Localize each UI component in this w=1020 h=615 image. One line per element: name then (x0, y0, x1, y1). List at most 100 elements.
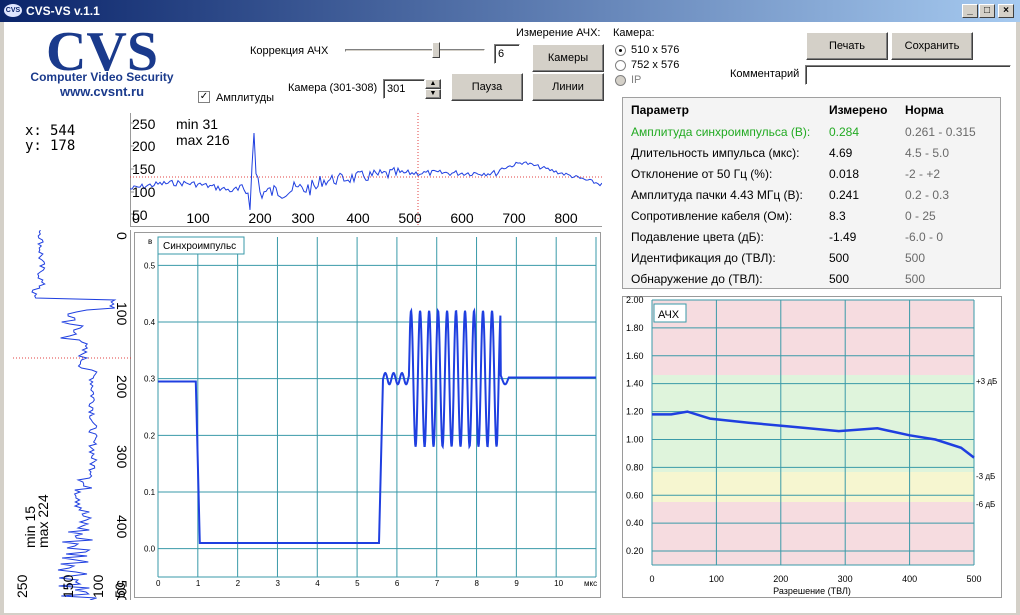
hprof-y-tick: 250 (132, 116, 156, 132)
sync-x-tick: 1 (196, 579, 201, 588)
row-norm: 500 (905, 272, 926, 286)
afc-x-tick: 500 (966, 574, 981, 584)
title-bar[interactable]: CVS CVS-VS v.1.1 _ □ × (0, 0, 1020, 22)
sync-y-unit: в (148, 237, 152, 246)
sync-y-tick: 0.0 (144, 545, 156, 554)
afc-correction-value[interactable]: 6 (494, 44, 520, 64)
mode-752-label: 752 x 576 (631, 59, 680, 71)
afc-db-label: -6 дБ (976, 500, 995, 509)
hprof-x-tick: 600 (450, 210, 474, 226)
row-param: Идентификация до (ТВЛ): (631, 251, 776, 265)
pause-button[interactable]: Пауза (451, 73, 523, 101)
afc-grid (651, 299, 975, 566)
sync-pulse-trace (158, 307, 596, 544)
row-measured: 0.241 (829, 188, 860, 202)
row-param: Амплитуда синхроимпульса (В): (631, 125, 811, 139)
sync-x-tick: 6 (395, 579, 400, 588)
vertical-profile-plot[interactable]: 0 100 200 300 400 500 min 15 max 224 250… (13, 230, 131, 600)
cameras-button[interactable]: Камеры (532, 44, 604, 72)
sync-x-tick: 5 (355, 579, 360, 588)
row-norm: -6.0 - 0 (905, 230, 944, 244)
mode-ip-radio[interactable] (615, 75, 626, 86)
sync-pulse-plot[interactable]: Синхроимпульс в 0.5 0.4 0.3 0.2 0.1 0.0 0 1 2 3 4… (134, 232, 601, 598)
camera-input[interactable]: 301 (383, 79, 425, 99)
hprof-x-tick: 400 (346, 210, 370, 226)
afc-x-tick: 300 (838, 574, 853, 584)
hprof-x-tick: 700 (502, 210, 526, 226)
sync-title: Синхроимпульс (163, 241, 236, 252)
close-button[interactable]: × (998, 4, 1014, 18)
afc-x-label: Разрешение (ТВЛ) (773, 586, 851, 596)
cursor-x-label: x: (25, 123, 42, 139)
sync-x-tick: 0 (156, 579, 161, 588)
amplitudes-checkbox[interactable]: ✓ (198, 91, 210, 103)
sync-x-tick: 8 (475, 579, 480, 588)
afc-x-tick: 200 (773, 574, 788, 584)
afc-plot[interactable]: АЧХ 2.00 1.80 1.60 1.40 1.20 1.00 0.80 0.60 0.40… (622, 296, 1002, 598)
vprof-tick: 0 (114, 232, 130, 240)
sync-x-tick: 3 (275, 579, 280, 588)
camera-spin-down[interactable]: ▼ (425, 89, 441, 99)
mode-752-radio[interactable] (615, 60, 626, 71)
amplitudes-label: Амплитуды (216, 92, 275, 104)
afc-x-tick: 100 (709, 574, 724, 584)
app-icon[interactable]: CVS (4, 4, 22, 17)
logo-text: CVS (46, 26, 158, 74)
afc-y-tick: 0.40 (626, 518, 644, 528)
row-norm: 0.2 - 0.3 (905, 188, 950, 202)
afc-y-tick: 1.20 (626, 407, 644, 417)
hprof-y-tick: 150 (132, 161, 156, 177)
sync-y-tick: 0.2 (144, 431, 156, 440)
vprof-min-label: min 15 (22, 506, 38, 548)
header-norm: Норма (905, 103, 944, 117)
cursor-y-label: y: (25, 138, 42, 154)
vprof-tick: 300 (114, 445, 130, 469)
save-button[interactable]: Сохранить (891, 32, 973, 60)
hprof-x-tick: 800 (554, 210, 578, 226)
row-param: Подавление цвета (дБ): (631, 230, 764, 244)
mode-510-radio[interactable] (615, 45, 626, 56)
vprof-tick: 500 (114, 580, 130, 600)
print-button[interactable]: Печать (806, 32, 888, 60)
sync-grid (157, 237, 597, 578)
minimize-button[interactable]: _ (962, 4, 978, 18)
row-norm: 4.5 - 5.0 (905, 146, 950, 160)
afc-y-tick: 1.00 (626, 434, 644, 444)
sync-x-tick: 10 (554, 579, 563, 588)
row-norm: 0.261 - 0.315 (905, 125, 976, 139)
afc-y-tick: 1.60 (626, 351, 644, 361)
hprof-y-tick: 50 (132, 207, 148, 223)
row-measured: 0.018 (829, 167, 860, 181)
afc-zone-ok (652, 375, 974, 472)
maximize-button[interactable]: □ (979, 4, 995, 18)
afc-title-box (653, 303, 687, 323)
comment-label: Комментарий (730, 68, 800, 80)
afc-trace (652, 410, 975, 459)
row-measured: 8.3 (829, 209, 846, 223)
row-norm: 0 - 25 (905, 209, 936, 223)
vprof-bottom-tick: 100 (90, 574, 106, 598)
afc-title: АЧХ (658, 309, 680, 321)
cursor-x-value: 544 (50, 123, 76, 139)
logo-url: www.cvsnt.ru (59, 84, 145, 99)
sync-x-tick: 9 (514, 579, 519, 588)
afc-db-label: -3 дБ (976, 472, 995, 481)
afc-zone-low (652, 502, 974, 565)
hprof-y-tick: 100 (132, 184, 156, 200)
lines-button[interactable]: Линии (532, 73, 604, 101)
afc-correction-slider-thumb[interactable] (432, 42, 441, 58)
comment-input[interactable] (805, 65, 1011, 85)
hprof-y-tick: 200 (132, 138, 156, 154)
mode-510-label: 510 x 576 (631, 44, 680, 56)
afc-correction-label: Коррекция АЧХ (250, 45, 329, 57)
hprof-min-label: min 31 (176, 116, 218, 132)
logo-subtitle: Computer Video Security (30, 70, 174, 84)
horizontal-profile-plot[interactable]: 250 200 150 100 50 min 31 max 216 0 100 … (130, 113, 602, 227)
row-param: Амплитуда пачки 4.43 МГц (В): (631, 188, 803, 202)
cursor-y-value: 178 (50, 138, 76, 154)
afc-zone-high (652, 300, 974, 375)
row-param: Обнаружение до (ТВЛ): (631, 272, 763, 286)
afc-correction-slider[interactable] (345, 49, 485, 52)
camera-spin-up[interactable]: ▲ (425, 79, 441, 89)
hprof-x-tick: 300 (291, 210, 315, 226)
